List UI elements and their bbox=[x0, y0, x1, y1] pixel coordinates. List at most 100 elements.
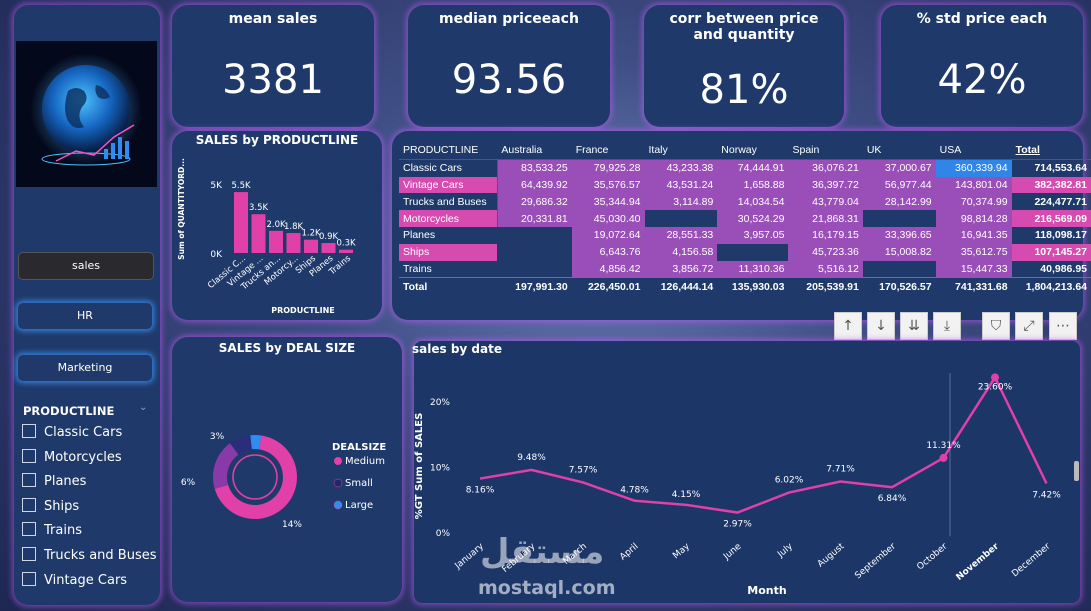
slicer-item-label: Trains bbox=[44, 523, 82, 539]
column-header[interactable]: France bbox=[571, 142, 645, 160]
kpi-title: median priceeach bbox=[439, 11, 579, 27]
sort-ascending-button[interactable]: ↑ bbox=[834, 312, 862, 340]
table-cell: 216,569.09 bbox=[1011, 210, 1091, 227]
column-header[interactable]: PRODUCTLINE bbox=[399, 142, 498, 160]
column-header[interactable]: Spain bbox=[788, 142, 863, 160]
column-header[interactable]: Norway bbox=[717, 142, 789, 160]
table-row[interactable]: Trucks and Buses 29,686.32 35,344.94 3,114.… bbox=[399, 193, 1091, 211]
data-label: 8.16% bbox=[466, 486, 495, 496]
row-header: Planes bbox=[403, 229, 436, 242]
y-axis-label: Sum of QUANTITYORD... bbox=[177, 158, 186, 260]
sales-by-dealsize-chart[interactable]: SALES by DEAL SIZE 3% 6% 14% DEALSIZE Medium… bbox=[172, 337, 402, 602]
column-header[interactable]: Italy bbox=[644, 142, 718, 160]
table-cell bbox=[863, 261, 936, 278]
slicer-item[interactable]: Classic Cars bbox=[22, 424, 122, 442]
kpi-card-std-price[interactable]: % std price each 42% bbox=[881, 5, 1083, 127]
row-header: Ships bbox=[399, 243, 498, 261]
donut-slice bbox=[250, 435, 262, 450]
column-header[interactable]: Total bbox=[1011, 142, 1091, 160]
nav-hr-button[interactable]: HR bbox=[18, 303, 152, 329]
table-cell: 35,344.94 bbox=[571, 193, 645, 211]
x-tick: June bbox=[721, 541, 744, 562]
expand-hierarchy-button[interactable]: ⤓ bbox=[933, 312, 961, 340]
table-cell: 15,008.82 bbox=[862, 243, 936, 261]
y-axis-label: %GT Sum of SALES bbox=[414, 413, 425, 520]
kpi-title: % std price each bbox=[916, 11, 1048, 27]
checkbox[interactable] bbox=[22, 547, 36, 561]
table-cell: 11,310.36 bbox=[717, 260, 789, 278]
focus-mode-icon[interactable]: ⤢ bbox=[1015, 312, 1043, 340]
total-label: Total bbox=[399, 277, 498, 296]
donut-slice bbox=[213, 443, 239, 489]
kpi-card-corr[interactable]: corr between price and quantity 81% bbox=[644, 5, 844, 127]
slicer-item-label: Planes bbox=[44, 474, 87, 490]
slicer-item[interactable]: Trains bbox=[22, 522, 82, 540]
table-cell: 43,531.24 bbox=[644, 176, 718, 194]
donut-slice bbox=[230, 435, 252, 455]
x-axis-label: PRODUCTLINE bbox=[271, 306, 335, 315]
kpi-card-mean-sales[interactable]: mean sales 3381 bbox=[172, 5, 374, 127]
slice-label: 3% bbox=[210, 432, 225, 442]
checkbox[interactable] bbox=[22, 571, 36, 586]
nav-marketing-button[interactable]: Marketing bbox=[18, 355, 152, 381]
slicer-item[interactable]: Vintage Cars bbox=[22, 571, 127, 590]
table-cell: 35,576.57 bbox=[571, 176, 645, 194]
slicer-item[interactable]: Planes bbox=[22, 473, 86, 491]
y-tick: 20% bbox=[430, 398, 450, 408]
checkbox[interactable] bbox=[22, 522, 36, 537]
sort-descending-button[interactable]: ↓ bbox=[867, 312, 895, 340]
legend-title: DEALSIZE bbox=[332, 442, 386, 453]
table-cell: 64,439.92 bbox=[496, 176, 572, 194]
table-row[interactable]: Classic Cars 83,533.25 79,925.28 43,233.38 7… bbox=[399, 159, 1091, 177]
more-options-icon[interactable]: ⋯ bbox=[1049, 312, 1077, 340]
slicer-item[interactable]: Motorcycles bbox=[22, 448, 122, 467]
slicer-item[interactable]: Ships bbox=[22, 497, 79, 516]
slicer-item-label: Motorcycles bbox=[44, 449, 122, 465]
checkbox[interactable] bbox=[22, 497, 36, 512]
table-row[interactable]: Planes 19,072.64 28,551.33 3,957.05 16,179.1… bbox=[399, 226, 1091, 244]
checkbox[interactable] bbox=[22, 424, 36, 438]
table-row[interactable]: Trains 4,856.42 3,856.72 11,310.36 5,516.12 1… bbox=[399, 260, 1091, 278]
column-header[interactable]: UK bbox=[862, 142, 936, 160]
data-label: 7.57% bbox=[569, 465, 598, 475]
table-cell: 14,034.54 bbox=[717, 193, 789, 211]
table-cell: 79,925.28 bbox=[571, 159, 645, 177]
column-header[interactable]: Australia bbox=[497, 142, 572, 160]
table-cell: 40,986.95 bbox=[1040, 262, 1087, 275]
column-header[interactable]: USA bbox=[935, 142, 1012, 160]
chart-title: SALES by DEAL SIZE bbox=[218, 341, 356, 355]
series-line bbox=[479, 374, 1048, 514]
table-row[interactable]: Motorcycles 20,331.81 45,030.40 30,524.29 21… bbox=[399, 210, 1091, 227]
chevron-down-icon[interactable]: ⌄ bbox=[139, 402, 148, 413]
table-cell: 29,686.32 bbox=[496, 193, 572, 211]
table-cell: 360,339.94 bbox=[935, 159, 1012, 177]
table-row[interactable]: Vintage Cars 64,439.92 35,576.57 43,531.24 1… bbox=[399, 176, 1091, 194]
bar-label: 0.3K bbox=[336, 239, 356, 249]
table-cell: 20,331.81 bbox=[496, 210, 572, 227]
slicer-title: PRODUCTLINE bbox=[23, 404, 115, 418]
slice-label: 6% bbox=[181, 478, 196, 488]
bar bbox=[286, 233, 301, 253]
table-cell: 3,856.72 bbox=[644, 260, 718, 278]
slicer-item[interactable]: Trucks and Buses bbox=[22, 547, 157, 565]
table-cell: 6,643.76 bbox=[571, 243, 645, 261]
checkbox[interactable] bbox=[22, 448, 36, 463]
sales-by-productline-chart[interactable]: SALES by PRODUCTLINE Sum of QUANTITYORD.… bbox=[172, 131, 382, 320]
nav-sales-button[interactable]: sales bbox=[18, 252, 154, 280]
row-header: Classic Cars bbox=[403, 162, 462, 175]
legend-label: Small bbox=[345, 478, 373, 489]
bar-label: 2.0K bbox=[266, 220, 286, 230]
total-cell: 197,991.30 bbox=[497, 277, 572, 296]
table-cell: 28,142.99 bbox=[862, 193, 936, 211]
checkbox[interactable] bbox=[22, 473, 36, 488]
filter-icon[interactable]: ⛉ bbox=[982, 312, 1010, 340]
table-cell: 74,444.91 bbox=[717, 159, 789, 177]
table-row[interactable]: Ships 6,643.76 4,156.58 45,723.36 15,008.82 3… bbox=[399, 243, 1091, 261]
table-cell: 33,396.65 bbox=[862, 226, 936, 244]
kpi-card-median-price[interactable]: median priceeach 93.56 bbox=[408, 5, 610, 127]
data-point bbox=[991, 373, 999, 382]
sales-by-date-chart[interactable]: %GT Sum of SALES 20% 10% 0% 8.16% January 9.48… bbox=[414, 341, 1080, 603]
data-label: 4.15% bbox=[672, 490, 701, 500]
drill-all-button[interactable]: ⇊ bbox=[900, 312, 928, 340]
data-label: 4.78% bbox=[620, 486, 649, 496]
